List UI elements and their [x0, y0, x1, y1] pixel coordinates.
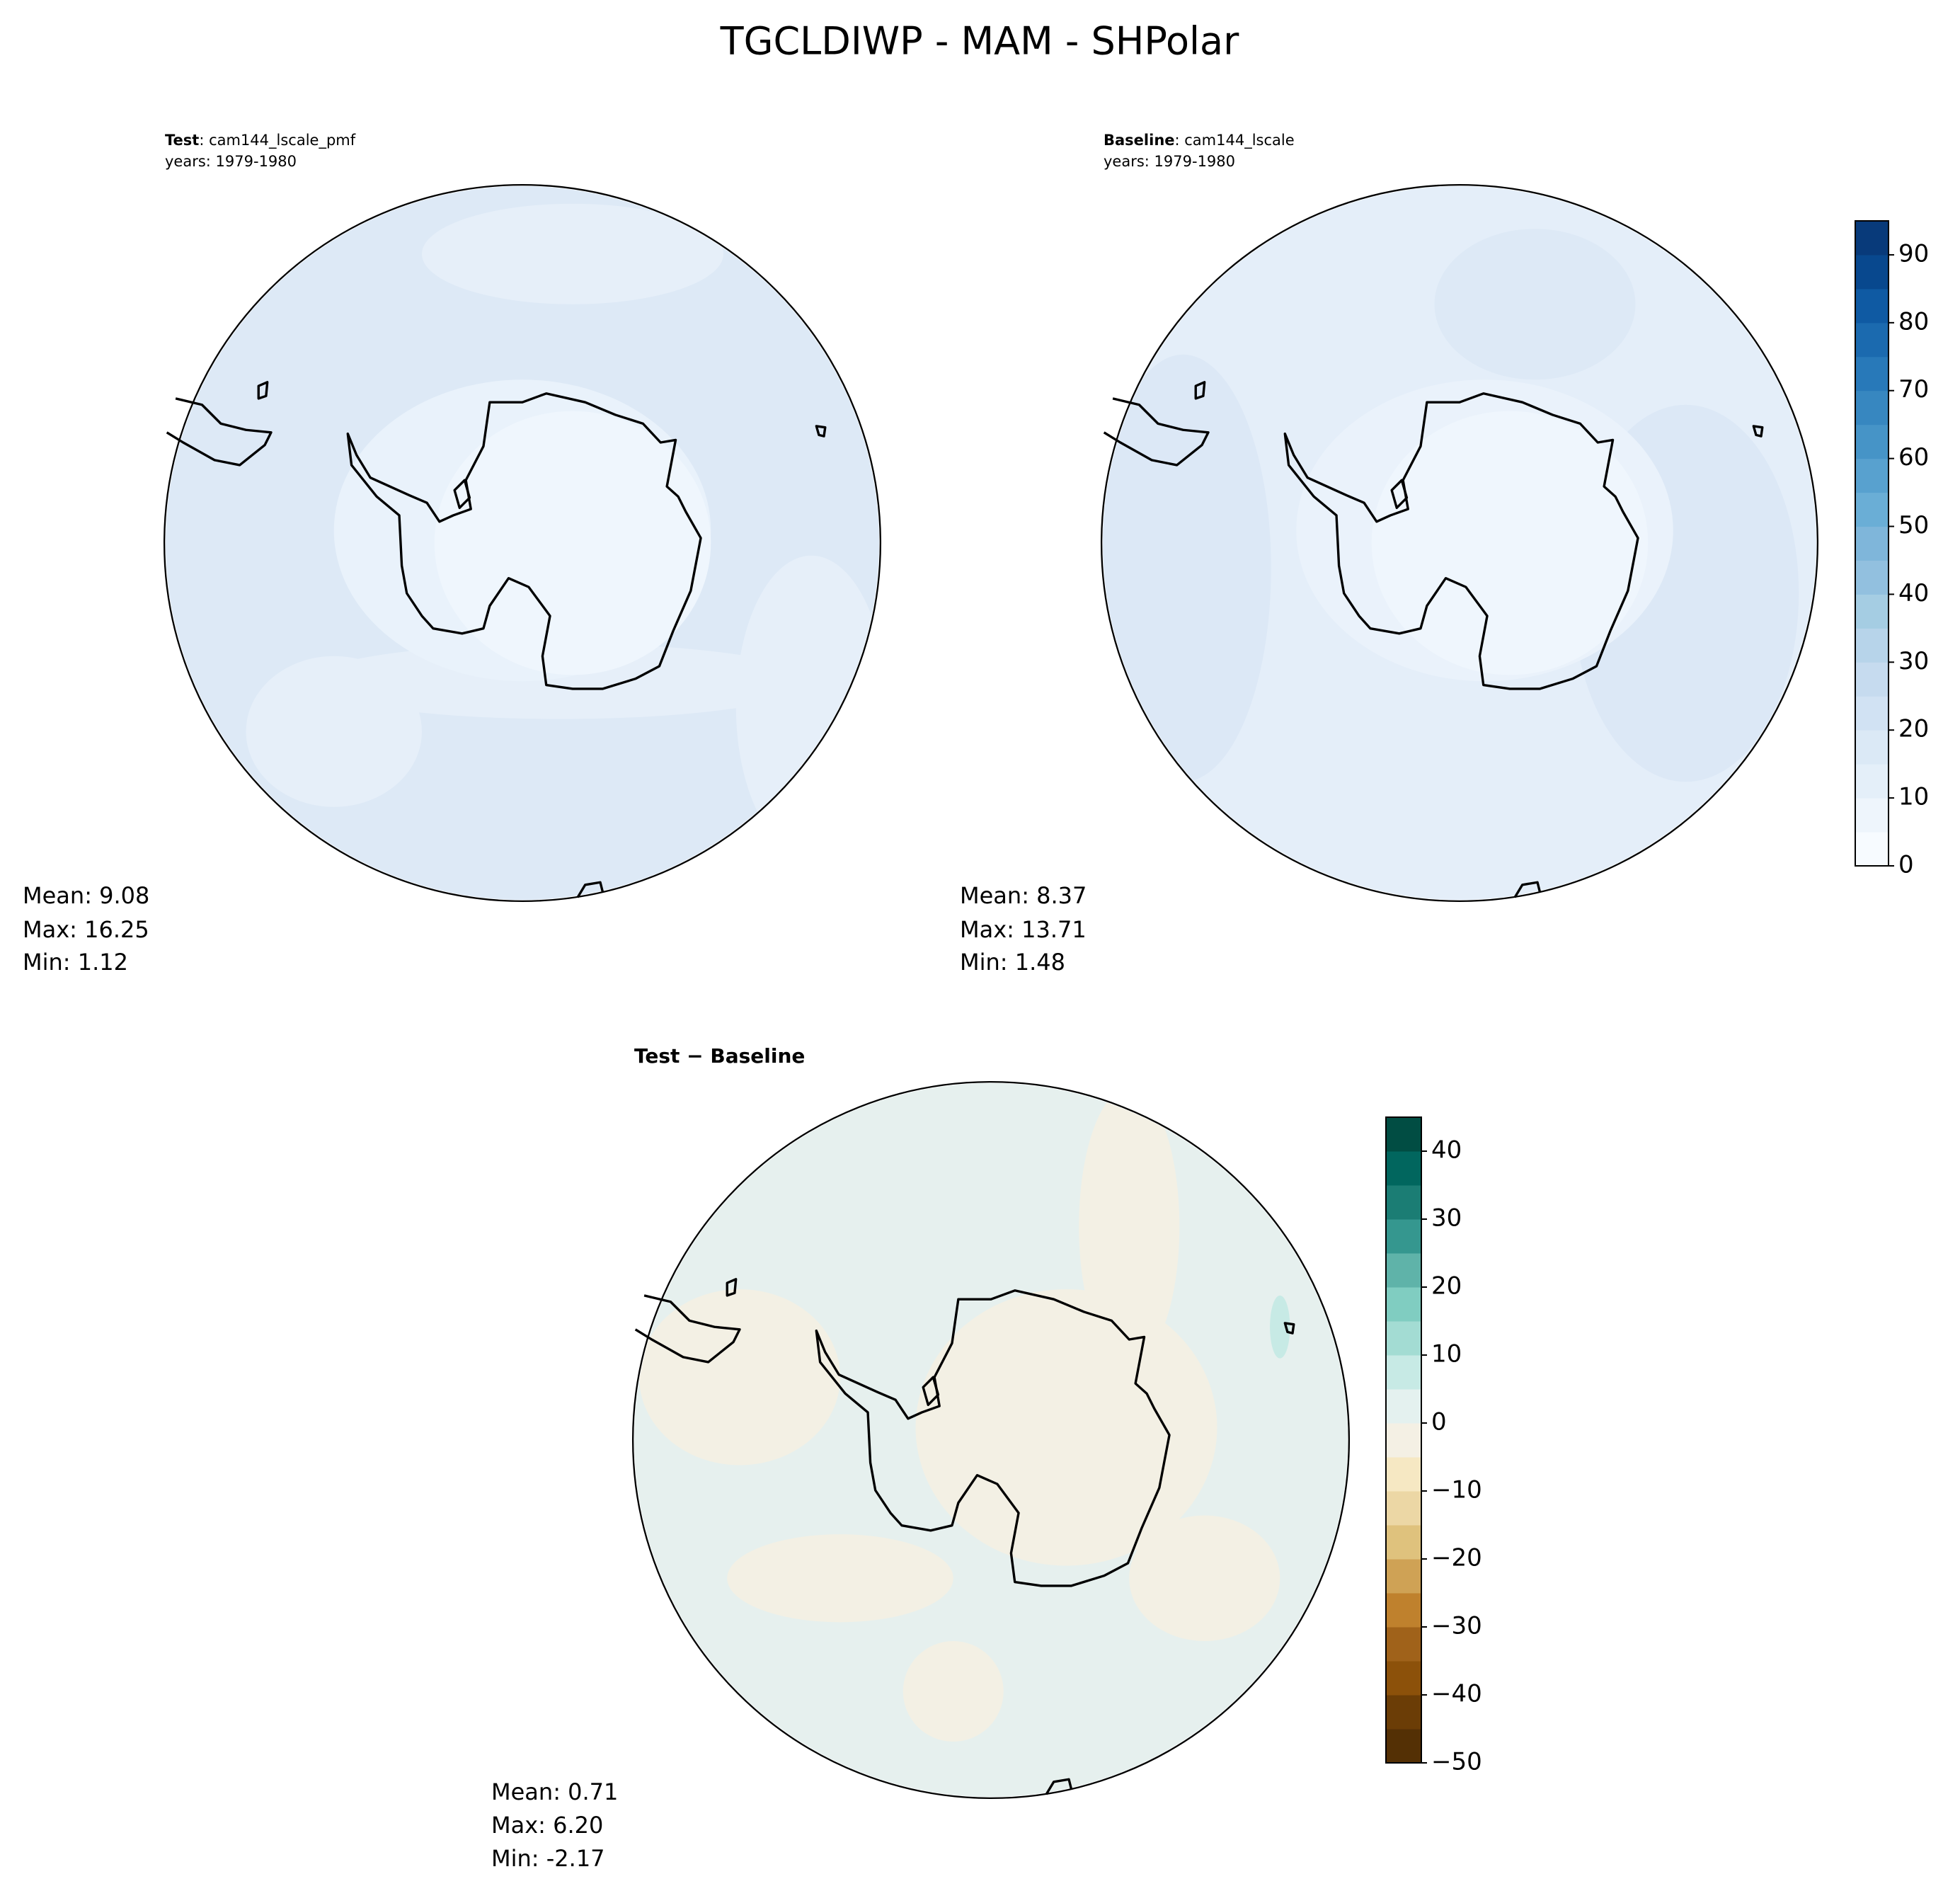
- figure-title: TGCLDIWP - MAM - SHPolar: [720, 19, 1239, 64]
- colorbar-band: [1855, 798, 1889, 833]
- colorbar-band: [1855, 356, 1889, 392]
- colorbar-band: [1386, 1593, 1421, 1628]
- colorbar-band: [1855, 288, 1889, 324]
- colorbar-band: [1386, 1695, 1421, 1730]
- panel-case: : cam144_lscale_pmf: [199, 132, 355, 149]
- colorbar-tick-label: 70: [1898, 375, 1929, 404]
- colorbar-band: [1855, 628, 1889, 663]
- panel-label: Baseline: cam144_lscale: [1104, 132, 1295, 149]
- colorbar-band: [1855, 594, 1889, 629]
- colorbar-tick-label: 60: [1898, 443, 1929, 472]
- stat: Min: 1.48: [960, 949, 1065, 976]
- colorbar-tick-label: −10: [1431, 1476, 1482, 1504]
- stat: Max: 13.71: [960, 916, 1087, 943]
- map-panel: [631, 1080, 1351, 1800]
- colorbar-tick-label: 80: [1898, 307, 1929, 336]
- colorbar-frame: [1855, 220, 1889, 867]
- colorbar-band: [1386, 1627, 1421, 1662]
- colorbar-band: [1855, 560, 1889, 595]
- panel-name: Test: [165, 132, 199, 149]
- stat: Min: 1.12: [23, 949, 128, 976]
- colorbar-band: [1386, 1355, 1421, 1390]
- colorbar-frame: [1385, 1116, 1422, 1764]
- colorbar-band: [1855, 526, 1889, 561]
- colorbar-tick-label: 30: [1898, 647, 1929, 675]
- colorbar-band: [1386, 1151, 1421, 1186]
- colorbar-band: [1386, 1423, 1421, 1458]
- colorbar-tick-label: 20: [1898, 715, 1929, 743]
- colorbar-band: [1386, 1491, 1421, 1526]
- stat: Max: 6.20: [491, 1812, 603, 1839]
- colorbar-band: [1855, 696, 1889, 731]
- colorbar-tick-label: 10: [1431, 1340, 1462, 1369]
- colorbar-band: [1386, 1253, 1421, 1288]
- colorbar-band: [1386, 1559, 1421, 1594]
- stats: Mean: 8.37 Max: 13.71 Min: 1.48: [960, 882, 1087, 976]
- colorbar-band: [1386, 1321, 1421, 1356]
- stats: Mean: 0.71 Max: 6.20 Min: -2.17: [491, 1778, 618, 1872]
- panel-case: : cam144_lscale: [1175, 132, 1295, 149]
- colorbar-band: [1855, 390, 1889, 425]
- colorbar-tick-label: −40: [1431, 1680, 1482, 1708]
- colorbar-tick-label: 20: [1431, 1272, 1462, 1301]
- colorbar-tick-label: 90: [1898, 239, 1929, 268]
- map-panel: [163, 183, 882, 903]
- colorbar-tick-label: 10: [1898, 783, 1929, 811]
- colorbar-band: [1855, 662, 1889, 697]
- stat: Max: 16.25: [23, 916, 149, 943]
- map-panel: [1100, 183, 1819, 903]
- colorbar-tick-label: 40: [1898, 579, 1929, 607]
- stat: Mean: 8.37: [960, 882, 1087, 909]
- colorbar-tick-label: 50: [1898, 511, 1929, 539]
- colorbar-band: [1386, 1287, 1421, 1322]
- colorbar-tick-label: 30: [1431, 1204, 1462, 1233]
- colorbar-tick-label: 0: [1431, 1408, 1447, 1436]
- colorbar-band: [1386, 1525, 1421, 1560]
- colorbar-band: [1386, 1457, 1421, 1492]
- stat: Mean: 9.08: [23, 882, 149, 909]
- colorbar-band: [1855, 458, 1889, 493]
- colorbar-band: [1386, 1729, 1421, 1764]
- stats: Mean: 9.08 Max: 16.25 Min: 1.12: [23, 882, 149, 976]
- colorbar-band: [1386, 1219, 1421, 1254]
- stat: Min: -2.17: [491, 1845, 605, 1872]
- colorbar-band: [1855, 492, 1889, 527]
- panel-years: years: 1979-1980: [165, 153, 297, 170]
- colorbar-band: [1386, 1389, 1421, 1424]
- colorbar-band: [1386, 1661, 1421, 1696]
- colorbar-tick-label: 0: [1898, 851, 1914, 879]
- panel-years: years: 1979-1980: [1104, 153, 1235, 170]
- colorbar-band: [1855, 221, 1889, 256]
- colorbar-band: [1855, 764, 1889, 799]
- colorbar-band: [1855, 730, 1889, 765]
- colorbar-band: [1855, 322, 1889, 358]
- colorbar-band: [1386, 1117, 1421, 1152]
- colorbar-band: [1855, 254, 1889, 290]
- stat: Mean: 0.71: [491, 1778, 618, 1805]
- colorbar-tick-label: −20: [1431, 1544, 1482, 1572]
- colorbar-tick-label: 40: [1431, 1136, 1462, 1165]
- panel-name: Baseline: [1104, 132, 1175, 149]
- colorbar-band: [1855, 424, 1889, 459]
- colorbar-band: [1386, 1185, 1421, 1220]
- colorbar-tick-label: −50: [1431, 1748, 1482, 1776]
- colorbar-tick-label: −30: [1431, 1612, 1482, 1640]
- panel-label: Test: cam144_lscale_pmf: [165, 132, 356, 149]
- colorbar-band: [1855, 832, 1889, 867]
- panel-label: Test − Baseline: [634, 1044, 805, 1068]
